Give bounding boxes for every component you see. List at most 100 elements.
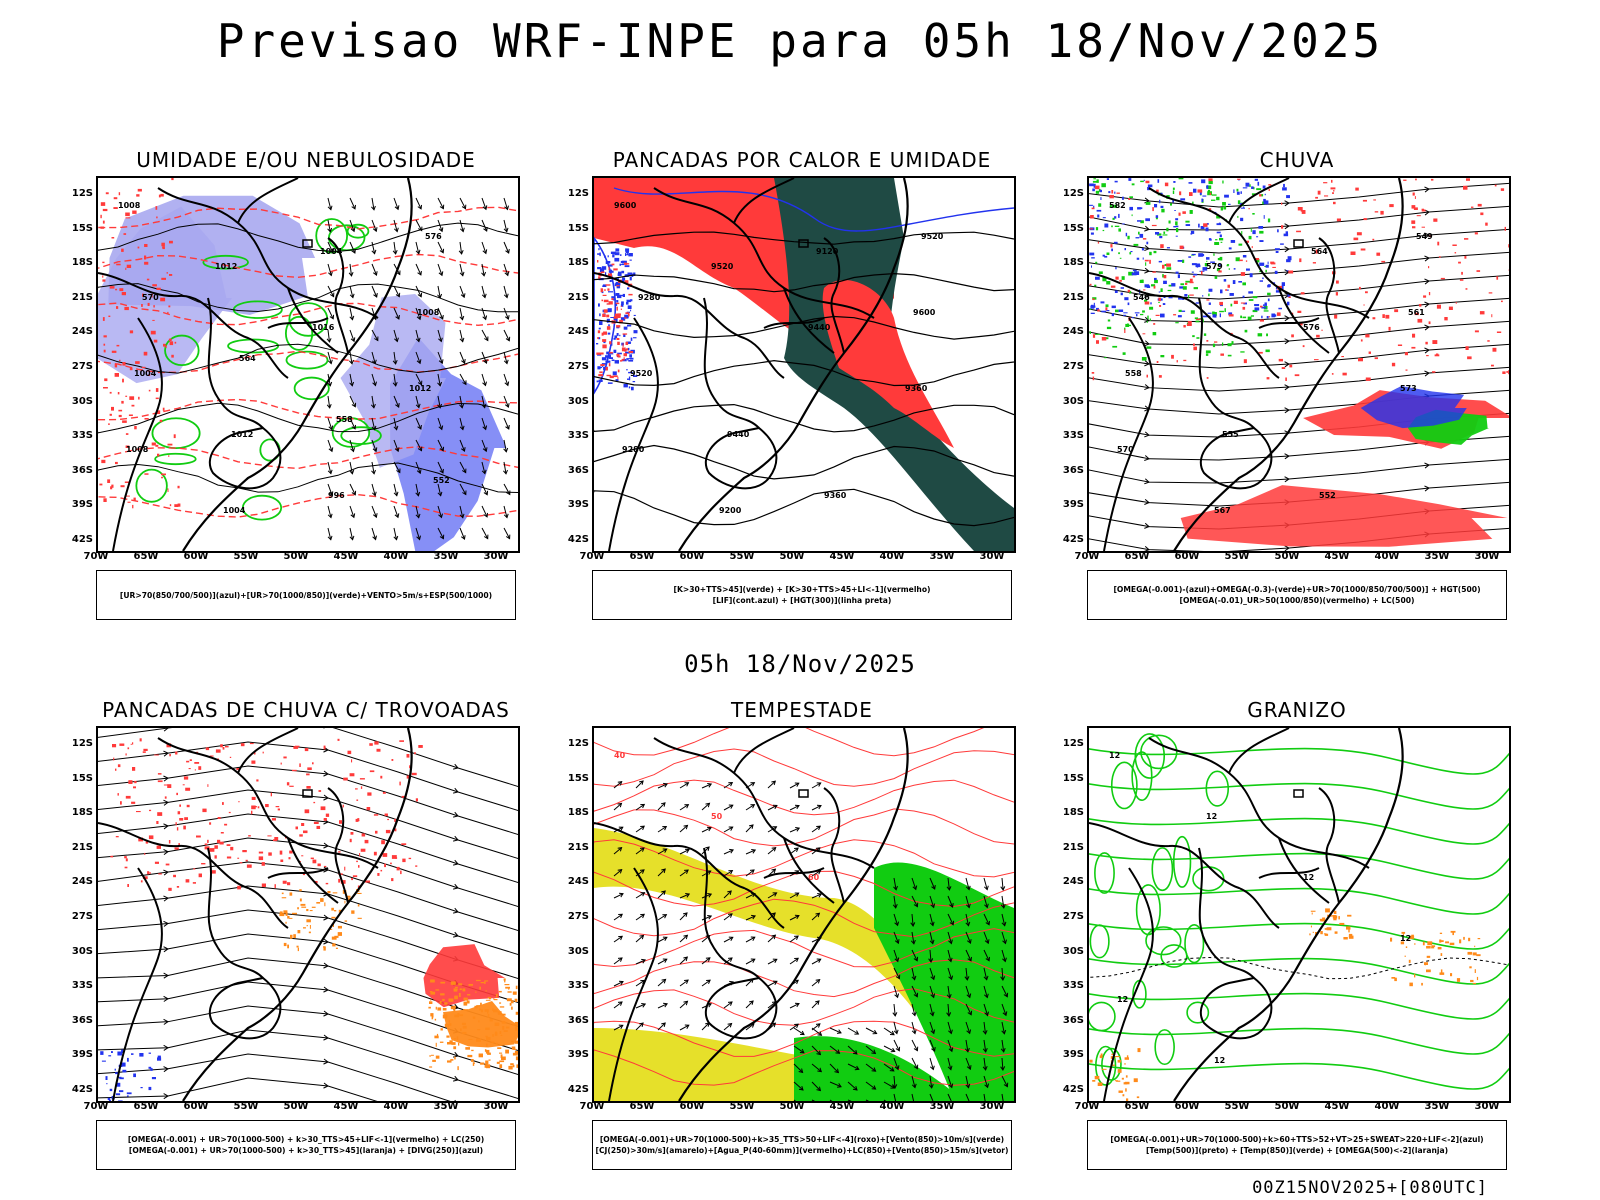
vector-head	[351, 248, 356, 254]
rain-area	[1142, 238, 1147, 240]
lifted-index-detail	[612, 371, 617, 376]
convection-area	[449, 1023, 452, 1026]
omega-weak-area	[1090, 305, 1095, 309]
wind-vector	[459, 219, 464, 232]
lifted-index-detail	[628, 360, 634, 362]
convection-area	[500, 1054, 503, 1058]
convection-area	[281, 892, 284, 895]
thickness-detail	[109, 413, 112, 416]
rain-area	[1504, 226, 1506, 231]
vector-head	[1003, 1082, 1009, 1088]
federal-district-marker	[798, 239, 809, 248]
omega-weak-area	[1220, 289, 1223, 294]
convection-area	[484, 1064, 489, 1068]
thunderstorm-area	[323, 745, 326, 750]
political-border	[1278, 837, 1330, 904]
vector-head	[871, 1049, 877, 1055]
convection-area	[454, 995, 458, 1000]
longitude-label: 65W	[1124, 1101, 1150, 1112]
thunderstorm-area	[295, 826, 298, 830]
lifted-index-detail	[617, 352, 622, 355]
omega-500-area	[1459, 939, 1462, 944]
wind-vector	[503, 527, 511, 539]
contour-label: 9360	[824, 491, 847, 500]
legend-line: [OMEGA(-0.001)+UR>70(1000-500)+k>35_TTS>…	[599, 1135, 1005, 1144]
convection-area	[434, 1018, 437, 1021]
instability-detail	[605, 367, 608, 371]
wind-vector	[481, 241, 487, 254]
vector-head	[374, 336, 379, 342]
thickness-detail	[129, 368, 133, 371]
divergence-area	[151, 1077, 156, 1080]
thunderstorm-area	[198, 766, 202, 770]
vector-head	[327, 381, 333, 387]
longitude-label: 55W	[729, 551, 755, 562]
longitude-label: 40W	[383, 551, 409, 562]
convection-area	[502, 1026, 505, 1030]
rain-area	[1164, 182, 1169, 187]
flow-arrow	[1144, 499, 1150, 505]
lifted-index-detail	[597, 253, 601, 255]
instability-detail	[617, 313, 621, 316]
wind-250-streamline	[98, 741, 518, 811]
omega-weak-area	[1233, 189, 1235, 193]
vector-head	[816, 1086, 822, 1092]
wind-vector	[349, 373, 353, 386]
rain-area	[1411, 220, 1416, 224]
latitude-label: 18S	[71, 807, 93, 819]
thickness-detail	[125, 217, 131, 219]
thunderstorm-area	[168, 887, 172, 891]
instability-detail	[626, 348, 629, 351]
lifted-index-detail	[630, 309, 632, 312]
thunderstorm-area	[148, 835, 154, 840]
omega-strong-area	[1265, 349, 1270, 353]
rain-area	[1437, 241, 1440, 246]
omega-strong-area	[1267, 292, 1271, 296]
omega-weak-area	[1104, 255, 1108, 258]
wind-850-vector	[745, 936, 756, 943]
thunderstorm-area	[145, 841, 149, 844]
thunderstorm-area	[270, 792, 272, 797]
omega-strong-area	[1205, 353, 1209, 356]
vector-head	[728, 826, 734, 831]
wind-850-vector	[745, 915, 756, 921]
omega-strong-area	[1102, 229, 1105, 232]
lifted-index-detail	[597, 366, 601, 370]
lifted-index-detail	[614, 252, 620, 256]
vector-head	[661, 978, 667, 984]
vector-head	[946, 886, 952, 891]
omega-500-area	[1470, 979, 1474, 983]
longitude-label: 45W	[829, 551, 855, 562]
latitude-label: 12S	[567, 738, 589, 749]
wind-vector	[327, 505, 332, 518]
thunderstorm-area	[147, 871, 150, 875]
thickness-detail	[121, 248, 124, 252]
omega-500-area	[1476, 954, 1481, 957]
thickness-detail	[141, 366, 146, 369]
contour-label: 576	[1303, 323, 1320, 332]
omega-weak-area	[1166, 247, 1170, 249]
thunderstorm-area	[175, 822, 177, 826]
vector-head	[705, 802, 711, 808]
convection-area	[323, 946, 326, 951]
rain-area	[1097, 309, 1100, 312]
thunderstorm-area	[323, 818, 327, 821]
lifted-index-detail	[615, 293, 620, 296]
thunderstorm-area	[274, 884, 276, 889]
panel-title: PANCADAS DE CHUVA C/ TROVOADAS	[102, 698, 510, 722]
vector-head	[327, 227, 333, 233]
omega-strong-area	[1090, 308, 1092, 310]
contour-label: 567	[1214, 506, 1231, 515]
contour-label: 9440	[727, 430, 750, 439]
vector-head	[506, 490, 511, 496]
latitude-label: 15S	[567, 222, 589, 234]
lifted-index-detail	[613, 349, 617, 353]
rain-area	[1179, 191, 1182, 196]
convection-area	[512, 1052, 518, 1056]
geopotential-500-line	[1089, 458, 1509, 484]
thickness-detail	[169, 274, 173, 276]
convection-area	[430, 999, 432, 1001]
divergence-area	[131, 1053, 134, 1055]
lifted-index-detail	[617, 273, 622, 276]
vector-head	[483, 359, 488, 365]
